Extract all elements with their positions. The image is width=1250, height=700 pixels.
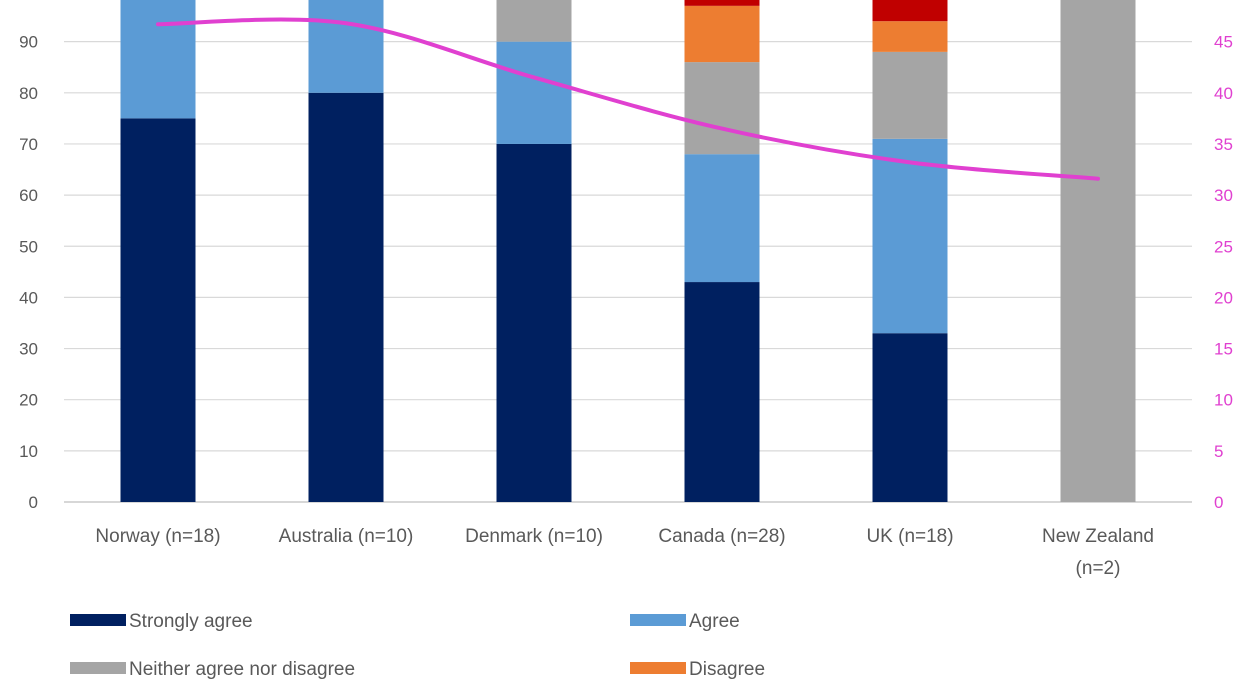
- y2-tick-label: 40: [1214, 84, 1233, 103]
- line-series: [156, 17, 1100, 181]
- y-tick-label: 80: [19, 84, 38, 103]
- category-label: New Zealand: [1042, 526, 1154, 547]
- bar-segment: [308, 0, 384, 93]
- category-label: Norway (n=18): [95, 526, 220, 547]
- legend-swatch: [630, 614, 686, 626]
- trend-line: [156, 17, 1100, 181]
- y-tick-label: 10: [19, 442, 38, 461]
- bar-segment: [1060, 0, 1136, 502]
- category-label: (n=2): [1076, 558, 1121, 579]
- y-tick-label: 30: [19, 340, 38, 359]
- bar-segment: [872, 0, 948, 22]
- bar-segment: [684, 0, 760, 6]
- bar-segment: [872, 51, 948, 139]
- y-tick-label: 40: [19, 288, 38, 307]
- bar-segment: [308, 92, 384, 503]
- bar-segment: [496, 143, 572, 502]
- y2-tick-label: 10: [1214, 391, 1233, 410]
- bar-segment: [684, 154, 760, 283]
- y2-tick-label: 35: [1214, 135, 1233, 154]
- y-tick-label: 50: [19, 237, 38, 256]
- category-label: Australia (n=10): [279, 526, 414, 547]
- legend-swatch: [70, 662, 126, 674]
- bar-segment: [684, 282, 760, 502]
- bar-segment: [120, 118, 196, 502]
- category-label: Canada (n=28): [658, 526, 785, 547]
- category-label: Denmark (n=10): [465, 526, 603, 547]
- y2-tick-label: 5: [1214, 442, 1223, 461]
- y-tick-label: 60: [19, 186, 38, 205]
- y2-tick-label: 20: [1214, 288, 1233, 307]
- bar-segment: [684, 62, 760, 155]
- legend: Strongly agree Agree Neither agree nor dis…: [70, 611, 765, 680]
- x-axis-labels: Norway (n=18) Australia (n=10) Denmark (n=…: [95, 526, 1154, 579]
- legend-swatch: [630, 662, 686, 674]
- bar-segment: [496, 41, 572, 144]
- bar-segment: [872, 21, 948, 52]
- y-tick-label: 20: [19, 391, 38, 410]
- legend-label: Neither agree nor disagree: [129, 659, 355, 680]
- legend-label: Disagree: [689, 659, 765, 680]
- y2-axis-ticks: 0 5 10 15 20 25 30 35 40 45: [1214, 33, 1233, 512]
- category-label: UK (n=18): [866, 526, 953, 547]
- legend-label: Agree: [689, 611, 740, 632]
- bar-segment: [872, 333, 948, 502]
- y-tick-label: 90: [19, 33, 38, 52]
- bar-segment: [496, 0, 572, 42]
- y2-tick-label: 30: [1214, 186, 1233, 205]
- y2-tick-label: 15: [1214, 340, 1233, 359]
- y-tick-label: 0: [29, 493, 38, 512]
- y-axis-ticks: 0 10 20 30 40 50 60 70 80 90: [19, 33, 38, 512]
- y-tick-label: 70: [19, 135, 38, 154]
- y2-tick-label: 45: [1214, 33, 1233, 52]
- gridlines: [64, 41, 1192, 503]
- bars: [120, 0, 1136, 503]
- legend-swatch: [70, 614, 126, 626]
- legend-label: Strongly agree: [129, 611, 253, 632]
- bar-segment: [120, 0, 196, 119]
- bar-segment: [684, 5, 760, 63]
- y2-tick-label: 25: [1214, 237, 1233, 256]
- bar-segment: [872, 138, 948, 334]
- y2-tick-label: 0: [1214, 493, 1223, 512]
